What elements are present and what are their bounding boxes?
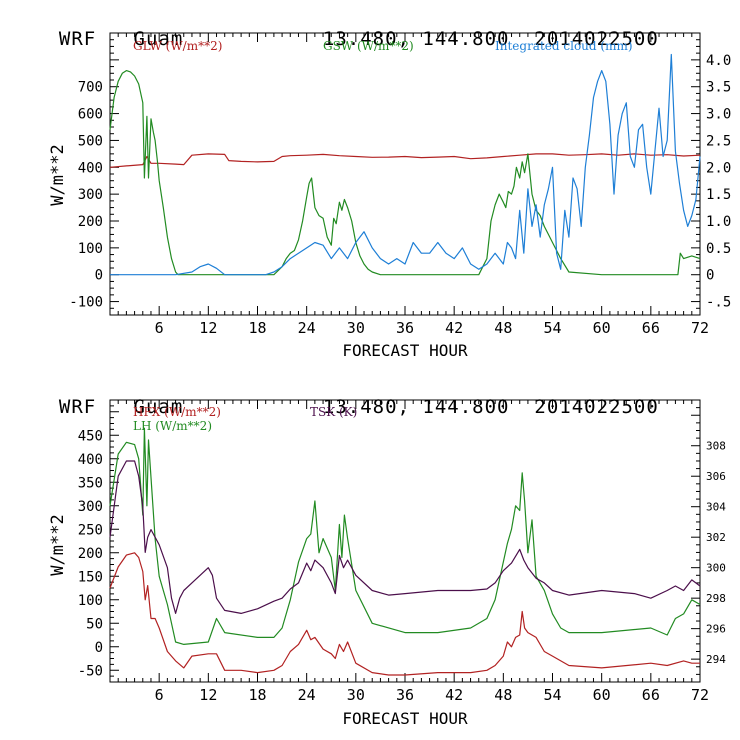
chart2-coords: 13.480, 144.800 [322,396,510,418]
y-tick-label-left: 100 [78,241,103,257]
chart2-y-axis-left: -50 0 50 100 150 200 250 300 350 400 450 [78,399,119,683]
y-tick-label-right: 294 [706,653,726,666]
chart2-location: Guam [133,396,184,418]
y-tick-label-left: 250 [78,522,103,538]
x-tick-label: 18 [248,686,266,704]
chart1-ylabel: W/m**2 [48,144,68,205]
x-tick-label: 30 [347,686,365,704]
y-tick-label-left: -50 [78,663,103,679]
x-tick-label: 48 [494,686,512,704]
chart2-y-axis-right: 294 296 298 300 302 304 306 308 [691,399,726,683]
chart2-title: WRF Guam [34,374,183,418]
chart1-frame [109,32,701,316]
y-tick-label-right: 0.5 [706,241,731,257]
x-tick-label: 60 [593,686,611,704]
x-tick-label: 12 [199,686,217,704]
chart2-x-axis: 6 12 18 24 30 36 42 48 54 60 66 72 [117,400,709,704]
y-tick-label-right: 2.0 [706,160,731,176]
chart2-series [109,427,701,676]
y-tick-label-left: 600 [78,107,103,123]
x-tick-label: 54 [543,686,561,704]
x-tick-label: 48 [494,319,512,337]
y-tick-label-right: -.5 [706,295,731,311]
y-tick-label-right: 1.5 [706,187,731,203]
chart2-series-hfx [109,552,700,676]
y-tick-label-right: 3.0 [706,107,731,123]
x-tick-label: 66 [642,319,660,337]
y-tick-label-left: 200 [78,546,103,562]
chart2-frame [109,399,701,683]
y-tick-label-left: 400 [78,160,103,176]
chart1-y-axis-left: -100 0 100 200 300 400 500 600 700 [69,32,119,316]
x-tick-label: 12 [199,319,217,337]
chart2-legend-lh: LH (W/m**2) [133,419,212,433]
chart1: 6 12 18 24 30 36 42 48 54 60 66 72 -100 0 100 200 300 40… [48,32,731,360]
chart1-legend-glw: GLW (W/m**2) [133,39,222,53]
x-tick-label: 66 [642,686,660,704]
x-tick-label: 6 [155,319,164,337]
chart1-xlabel: FORECAST HOUR [342,341,468,360]
x-tick-label: 18 [248,319,266,337]
chart1-series [109,53,701,276]
y-tick-label-right: 302 [706,531,726,544]
chart1-series-integrated [110,53,701,276]
x-tick-label: 24 [298,686,316,704]
y-tick-label-right: 4.0 [706,53,731,69]
y-tick-label-left: 300 [78,187,103,203]
chart2-model: WRF [58,396,97,418]
y-tick-label-left: 150 [78,569,103,585]
y-tick-label-right: 300 [706,562,726,575]
y-tick-label-left: 300 [78,499,103,515]
y-tick-label-right: 306 [706,470,726,483]
chart2-series-tsk [109,460,701,614]
x-tick-label: 36 [396,686,414,704]
chart2-xlabel: FORECAST HOUR [342,709,468,728]
x-tick-label: 30 [347,319,365,337]
x-tick-label: 24 [298,319,316,337]
y-tick-label-left: 450 [78,428,103,444]
chart1-x-axis: 6 12 18 24 30 36 42 48 54 60 66 72 [117,33,709,337]
y-tick-label-left: 700 [78,80,103,96]
y-tick-label-right: 308 [706,440,726,453]
chart1-model: WRF [58,28,97,50]
y-tick-label-left: 50 [86,616,103,632]
y-tick-label-left: 200 [78,214,103,230]
chart2-series-lh [109,427,701,645]
chart1-series-glw [109,153,701,168]
y-tick-label-right: 3.5 [706,80,731,96]
y-tick-label-right: 1.0 [706,214,731,230]
x-tick-label: 60 [593,319,611,337]
y-tick-label-right: 304 [706,501,726,514]
chart1-series-gsw [109,70,701,276]
x-tick-label: 42 [445,319,463,337]
y-tick-label-right: 2.5 [706,133,731,149]
y-tick-label-right: 296 [706,623,726,636]
chart2-legend-tsk: TSK (K) [310,405,357,419]
y-tick-label-left: 500 [78,133,103,149]
y-tick-label-left: -100 [69,295,103,311]
y-tick-label-left: 400 [78,452,103,468]
chart1-legend-gsw: GSW (W/m**2) [323,39,414,53]
x-tick-label: 72 [691,686,709,704]
x-tick-label: 72 [691,319,709,337]
y-tick-label-left: 0 [95,640,103,656]
y-tick-label-left: 350 [78,475,103,491]
y-tick-label-right: 298 [706,592,726,605]
chart2-init: 2014022500 [534,396,659,418]
x-tick-label: 36 [396,319,414,337]
y-tick-label-right: 0 [706,268,714,284]
chart1-y-axis-right: -.5 0 0.5 1.0 1.5 2.0 2.5 3.0 3.5 4.0 [691,32,731,316]
x-tick-label: 42 [445,686,463,704]
x-tick-label: 6 [155,686,164,704]
chart2: 6 12 18 24 30 36 42 48 54 60 66 72 -50 0 50 100 150 200 2… [48,399,726,728]
chart2-subtitle: 13.480, 144.800 2014022500 [298,374,659,418]
y-tick-label-left: 100 [78,593,103,609]
x-tick-label: 54 [543,319,561,337]
y-tick-label-left: 0 [95,268,103,284]
chart1-legend-cloud: Integrated cloud (mm) [495,39,633,53]
chart2-legend-hfx: HFX (W/m**2) [133,405,221,419]
chart2-ylabel: W/m**2 [48,514,68,575]
